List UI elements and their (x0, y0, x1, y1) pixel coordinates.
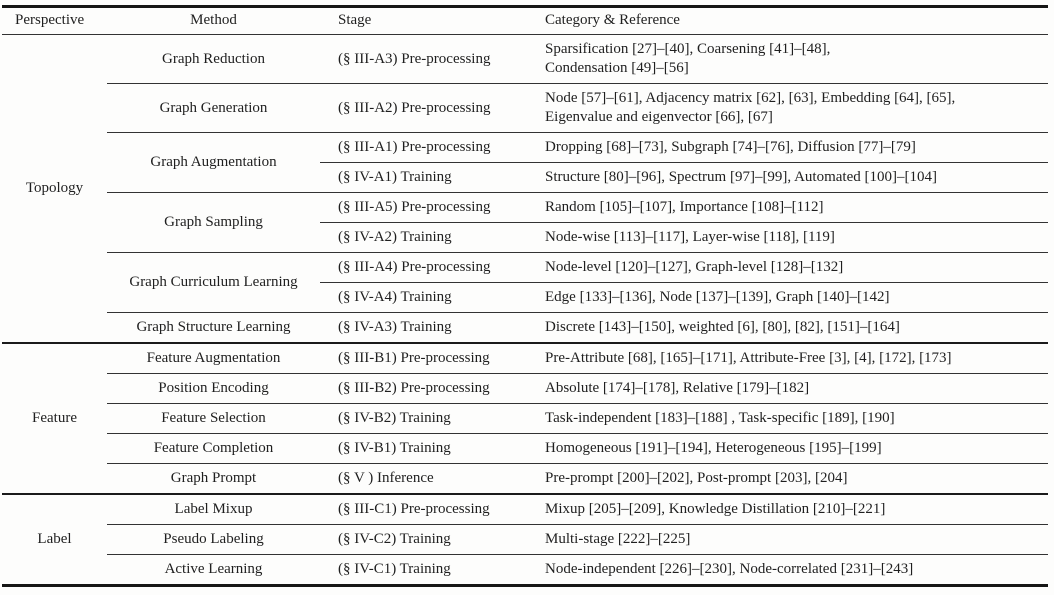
category-line: Discrete [143]–[150], weighted [6], [80]… (545, 319, 900, 335)
method-cell: Feature Completion (107, 433, 320, 464)
category-line: Random [105]–[107], Importance [108]–[11… (545, 199, 824, 215)
category-cell: Node-independent [226]–[230], Node-corre… (537, 554, 1048, 586)
stage-cell: (§ III-B1) Pre-processing (320, 342, 537, 374)
table-row: Pseudo Labeling (§ IV-C2) Training Multi… (2, 524, 1048, 555)
stage-cell: (§ IV-B2) Training (320, 403, 537, 434)
header-row: Perspective Method Stage Category & Refe… (2, 6, 1048, 35)
table-row: Topology Graph Reduction (§ III-A3) Pre-… (2, 34, 1048, 343)
table-row: Active Learning (§ IV-C1) Training Node-… (2, 554, 1048, 586)
stage-cell: (§ III-A4) Pre-processing (320, 252, 537, 283)
table-row: Graph Augmentation (§ III-A1) Pre-proces… (2, 132, 1048, 193)
category-cell: Homogeneous [191]–[194], Heterogeneous [… (537, 433, 1048, 464)
category-line: Node-level [120]–[127], Graph-level [128… (545, 259, 844, 275)
table-row: Feature Selection (§ IV-B2) Training Tas… (2, 403, 1048, 434)
category-line: Node-wise [113]–[117], Layer-wise [118],… (545, 229, 835, 245)
stage-cell: (§ IV-A2) Training (320, 222, 537, 253)
method-cell: Pseudo Labeling (107, 524, 320, 555)
category-cell: Node-level [120]–[127], Graph-level [128… (537, 252, 1048, 283)
method-cell: Graph Structure Learning (107, 312, 320, 343)
table-row: Feature Feature Augmentation (§ III-B1) … (2, 342, 1048, 494)
category-cell: Pre-prompt [200]–[202], Post-prompt [203… (537, 463, 1048, 494)
table-row: Graph Structure Learning (§ IV-A3) Train… (2, 312, 1048, 343)
taxonomy-table: Perspective Method Stage Category & Refe… (2, 5, 1048, 587)
stage-cell: (§ IV-C2) Training (320, 524, 537, 555)
table-body: Topology Graph Reduction (§ III-A3) Pre-… (2, 34, 1048, 586)
table-header: Perspective Method Stage Category & Refe… (2, 6, 1048, 35)
stage-cell: (§ IV-A3) Training (320, 312, 537, 343)
category-line: Pre-Attribute [68], [165]–[171], Attribu… (545, 350, 952, 366)
method-cell: Position Encoding (107, 373, 320, 404)
col-header-method: Method (107, 6, 320, 35)
category-cell: Mixup [205]–[209], Knowledge Distillatio… (537, 493, 1048, 525)
category-line: Eigenvalue and eigenvector [66], [67] (545, 109, 773, 125)
perspective-cell-feature: Feature (2, 342, 107, 494)
category-line: Pre-prompt [200]–[202], Post-prompt [203… (545, 470, 848, 486)
stage-cell: (§ V ) Inference (320, 463, 537, 494)
method-cell: Active Learning (107, 554, 320, 586)
col-header-category: Category & Reference (537, 6, 1048, 35)
table-row: Graph Prompt (§ V ) Inference Pre-prompt… (2, 463, 1048, 494)
category-line: Node [57]–[61], Adjacency matrix [62], [… (545, 90, 956, 106)
method-cell: Feature Augmentation (107, 342, 320, 374)
table-row: (§ IV-A1) Training Structure [80]–[96], … (2, 162, 1048, 193)
perspective-cell-topology: Topology (2, 34, 107, 343)
table-row: (§ IV-A2) Training Node-wise [113]–[117]… (2, 222, 1048, 253)
method-cell: Graph Generation (107, 83, 320, 133)
category-cell: Node-wise [113]–[117], Layer-wise [118],… (537, 222, 1048, 253)
method-cell: Feature Selection (107, 403, 320, 434)
category-cell: Sparsification [27]–[40], Coarsening [41… (537, 34, 1048, 84)
method-cell: Label Mixup (107, 493, 320, 525)
table-row: Position Encoding (§ III-B2) Pre-process… (2, 373, 1048, 404)
category-line: Edge [133]–[136], Node [137]–[139], Grap… (545, 289, 890, 305)
method-cell: Graph Reduction (107, 34, 320, 84)
stage-cell: (§ III-A5) Pre-processing (320, 192, 537, 223)
category-line: Homogeneous [191]–[194], Heterogeneous [… (545, 440, 882, 456)
table-row: Feature Completion (§ IV-B1) Training Ho… (2, 433, 1048, 464)
category-cell: Structure [80]–[96], Spectrum [97]–[99],… (537, 162, 1048, 193)
method-cell: Graph Augmentation (107, 132, 320, 193)
method-cell: Graph Prompt (107, 463, 320, 494)
table-row: Graph Curriculum Learning (§ III-A4) Pre… (2, 252, 1048, 313)
method-cell: Graph Sampling (107, 192, 320, 253)
stage-cell: (§ IV-A4) Training (320, 282, 537, 313)
category-line: Multi-stage [222]–[225] (545, 531, 691, 547)
category-line: Task-independent [183]–[188] , Task-spec… (545, 410, 895, 426)
category-cell: Discrete [143]–[150], weighted [6], [80]… (537, 312, 1048, 343)
stage-cell: (§ III-A1) Pre-processing (320, 132, 537, 163)
table-row: Label Label Mixup (§ III-C1) Pre-process… (2, 493, 1048, 586)
category-cell: Pre-Attribute [68], [165]–[171], Attribu… (537, 342, 1048, 374)
col-header-perspective: Perspective (2, 6, 107, 35)
stage-cell: (§ III-A2) Pre-processing (320, 83, 537, 133)
category-line: Mixup [205]–[209], Knowledge Distillatio… (545, 501, 886, 517)
table-row: Graph Generation (§ III-A2) Pre-processi… (2, 83, 1048, 133)
method-cell: Graph Curriculum Learning (107, 252, 320, 313)
stage-cell: (§ IV-C1) Training (320, 554, 537, 586)
stage-cell: (§ IV-A1) Training (320, 162, 537, 193)
perspective-cell-label: Label (2, 493, 107, 586)
category-line: Absolute [174]–[178], Relative [179]–[18… (545, 380, 810, 396)
category-line: Sparsification [27]–[40], Coarsening [41… (545, 41, 831, 57)
stage-cell: (§ III-C1) Pre-processing (320, 493, 537, 525)
category-cell: Node [57]–[61], Adjacency matrix [62], [… (537, 83, 1048, 133)
table-row: (§ IV-A4) Training Edge [133]–[136], Nod… (2, 282, 1048, 313)
category-cell: Dropping [68]–[73], Subgraph [74]–[76], … (537, 132, 1048, 163)
category-cell: Task-independent [183]–[188] , Task-spec… (537, 403, 1048, 434)
category-cell: Random [105]–[107], Importance [108]–[11… (537, 192, 1048, 223)
category-line: Condensation [49]–[56] (545, 60, 689, 76)
stage-cell: (§ III-B2) Pre-processing (320, 373, 537, 404)
category-line: Structure [80]–[96], Spectrum [97]–[99],… (545, 169, 937, 185)
category-cell: Multi-stage [222]–[225] (537, 524, 1048, 555)
category-line: Dropping [68]–[73], Subgraph [74]–[76], … (545, 139, 916, 155)
category-line: Node-independent [226]–[230], Node-corre… (545, 561, 914, 577)
col-header-stage: Stage (320, 6, 537, 35)
category-cell: Edge [133]–[136], Node [137]–[139], Grap… (537, 282, 1048, 313)
stage-cell: (§ IV-B1) Training (320, 433, 537, 464)
category-cell: Absolute [174]–[178], Relative [179]–[18… (537, 373, 1048, 404)
table-row: Graph Sampling (§ III-A5) Pre-processing… (2, 192, 1048, 253)
stage-cell: (§ III-A3) Pre-processing (320, 34, 537, 84)
